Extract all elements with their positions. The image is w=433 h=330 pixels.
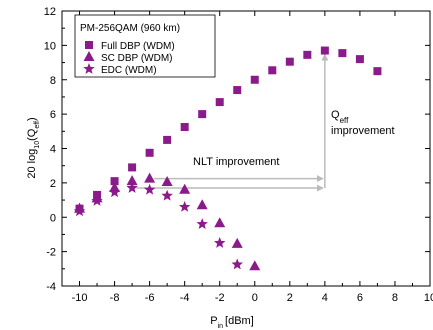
- square-point: [128, 163, 137, 172]
- legend-title: PM-256QAM (960 km): [80, 23, 180, 34]
- y-tick-label: 4: [50, 144, 56, 156]
- y-tick-label: -4: [46, 281, 56, 293]
- triangle-point: [196, 199, 208, 210]
- nlt-annotation: NLT improvement: [193, 156, 279, 168]
- legend-markers: [83, 41, 95, 74]
- star-point: [143, 183, 156, 195]
- legend-square-marker: [85, 41, 93, 49]
- triangle-point: [179, 183, 191, 194]
- legend-label-sc-dbp: SC DBP (WDM): [101, 53, 172, 64]
- x-tick-label: 8: [392, 292, 398, 304]
- star-point: [196, 218, 208, 229]
- x-tick-label: -8: [110, 292, 120, 304]
- star-point: [91, 194, 103, 206]
- legend-label-edc: EDC (WDM): [101, 65, 157, 76]
- star-point: [161, 189, 173, 201]
- triangle-point: [214, 217, 226, 228]
- x-tick-label: 0: [252, 292, 258, 304]
- y-tick-label: 8: [50, 75, 56, 87]
- legend-label-full-dbp: Full DBP (WDM): [101, 41, 175, 52]
- square-point: [233, 86, 242, 95]
- improvement-arrows: [136, 53, 329, 192]
- y-tick-label: 12: [44, 6, 56, 18]
- star-point: [178, 200, 191, 212]
- star-point: [126, 182, 138, 193]
- square-point: [180, 123, 189, 132]
- x-tick-label: 4: [322, 292, 328, 304]
- square-point: [320, 46, 329, 55]
- star-point: [108, 186, 121, 198]
- y-tick-label: -2: [46, 247, 56, 259]
- x-tick-label: -6: [145, 292, 155, 304]
- square-point: [145, 148, 154, 157]
- y-axis-title: 20 log10(Qeff): [26, 117, 41, 178]
- triangle-point: [144, 172, 156, 183]
- square-point: [198, 110, 207, 119]
- y-tick-label: 10: [44, 40, 56, 52]
- square-point: [110, 177, 119, 186]
- y-tick-label: 2: [50, 178, 56, 190]
- square-point: [338, 49, 347, 58]
- star-point: [73, 205, 86, 217]
- x-tick-label: -4: [180, 292, 190, 304]
- series-triangle: [74, 172, 261, 271]
- x-tick-label: 2: [287, 292, 293, 304]
- x-axis-title: Pin [dBm]: [210, 315, 254, 330]
- triangle-point: [231, 237, 243, 248]
- x-tick-label: 6: [357, 292, 363, 304]
- triangle-point: [126, 175, 138, 186]
- y-tick-label: 6: [50, 109, 56, 121]
- x-tick-label: 10: [424, 292, 433, 304]
- square-point: [163, 135, 172, 144]
- data-points: [73, 46, 382, 271]
- square-point: [285, 57, 294, 66]
- star-point: [214, 237, 226, 248]
- square-point: [268, 66, 277, 75]
- square-point: [373, 67, 382, 76]
- square-point: [303, 50, 312, 59]
- triangle-point: [161, 176, 173, 187]
- axis-tick-labels: -10 -8 -6 -4 -2 0 2 4 6 8 10 -4 -2 0 2 4 6 8 10 12: [44, 6, 433, 304]
- x-tick-label: -10: [72, 292, 88, 304]
- square-point: [355, 55, 364, 64]
- x-tick-label: -2: [215, 292, 225, 304]
- axis-ticks: [62, 10, 431, 287]
- qeff-annotation-line2: improvement: [331, 125, 395, 137]
- triangle-point: [249, 260, 261, 271]
- qeff-annotation: Qeff: [331, 109, 349, 125]
- star-point: [231, 258, 243, 270]
- series-star: [73, 182, 243, 270]
- square-point: [250, 75, 259, 84]
- square-point: [215, 98, 224, 107]
- legend: PM-256QAM (960 km) Full DBP (WDM) SC DBP…: [74, 14, 216, 78]
- legend-box: [74, 14, 216, 78]
- legend-star-marker: [83, 63, 95, 74]
- legend-triangle-marker: [83, 51, 95, 61]
- y-tick-label: 0: [50, 212, 56, 224]
